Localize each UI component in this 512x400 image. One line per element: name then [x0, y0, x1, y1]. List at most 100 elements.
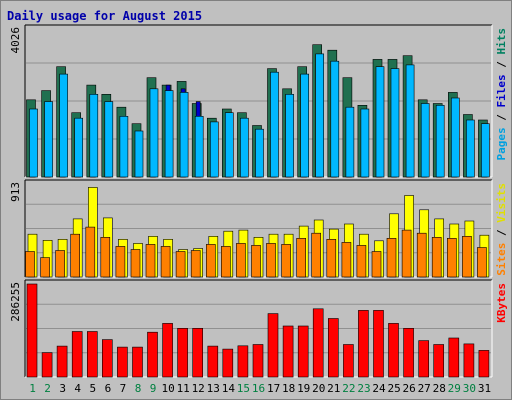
- day-label-12: 12: [192, 382, 205, 395]
- bar-pages-day-16: [255, 128, 264, 178]
- day-label-4: 4: [74, 382, 81, 395]
- panel-visits-sites-max-label: 913: [9, 182, 22, 202]
- bar-sites-day-19: [296, 238, 307, 278]
- bar-pages-day-19: [300, 73, 310, 178]
- bar-pages-day-23: [360, 108, 370, 178]
- legend-label-1: /: [495, 223, 508, 243]
- day-label-17: 17: [267, 382, 280, 395]
- bar-kbytes-day-22: [343, 344, 354, 378]
- legend-label-2: Visits: [495, 183, 508, 223]
- bar-sites-day-10: [160, 246, 171, 278]
- legend-label-1: /: [495, 108, 508, 128]
- bar-pages-day-15: [240, 117, 249, 178]
- legend-label-0: KBytes: [495, 283, 508, 323]
- day-label-13: 13: [207, 382, 220, 395]
- day-label-22: 22: [342, 382, 355, 395]
- bar-pages-day-22: [345, 106, 355, 178]
- bar-pages-day-28: [435, 105, 445, 178]
- bar-kbytes-day-27: [418, 340, 430, 378]
- bar-pages-day-30: [466, 119, 475, 178]
- bar-kbytes-day-8: [132, 346, 143, 378]
- bar-sites-day-2: [40, 257, 50, 278]
- day-label-16: 16: [252, 382, 265, 395]
- day-label-15: 15: [237, 382, 250, 395]
- bar-kbytes-day-21: [327, 318, 339, 378]
- bar-sites-day-27: [416, 232, 427, 278]
- day-label-25: 25: [387, 382, 400, 395]
- bar-kbytes-day-9: [147, 331, 158, 378]
- bar-sites-day-20: [311, 232, 322, 278]
- bar-sites-day-11: [175, 251, 186, 278]
- day-label-14: 14: [222, 382, 236, 395]
- bar-pages-day-13: [210, 121, 219, 178]
- panel-kbytes-legend: KBytes: [495, 283, 508, 323]
- bar-pages-day-2: [44, 101, 53, 178]
- day-label-24: 24: [372, 382, 386, 395]
- bar-pages-day-3: [59, 73, 68, 178]
- day-label-28: 28: [433, 382, 446, 395]
- bar-kbytes-day-3: [56, 345, 68, 378]
- bar-pages-day-29: [450, 97, 460, 178]
- bar-kbytes-day-12: [192, 327, 203, 378]
- panel-hits-files-pages-max-label: 4026: [9, 27, 22, 54]
- day-label-29: 29: [448, 382, 461, 395]
- legend-label-4: Hits: [495, 28, 508, 55]
- bar-kbytes-day-18: [282, 325, 294, 378]
- bar-pages-day-11: [179, 92, 189, 178]
- bar-kbytes-day-19: [297, 325, 309, 378]
- bar-pages-day-20: [315, 53, 325, 178]
- bar-sites-day-16: [251, 245, 261, 278]
- day-label-3: 3: [59, 382, 66, 395]
- bar-kbytes-day-15: [237, 345, 249, 378]
- day-label-9: 9: [150, 382, 157, 395]
- day-label-21: 21: [327, 382, 340, 395]
- bar-pages-day-14: [225, 112, 234, 178]
- day-label-23: 23: [357, 382, 370, 395]
- bar-sites-day-4: [70, 233, 80, 278]
- bar-sites-day-13: [206, 244, 216, 278]
- bar-sites-day-30: [462, 236, 472, 278]
- bar-pages-day-26: [405, 64, 415, 178]
- bar-sites-day-14: [221, 246, 231, 278]
- day-label-26: 26: [402, 382, 415, 395]
- day-label-11: 11: [177, 382, 190, 395]
- bar-pages-day-9: [149, 88, 159, 178]
- bar-pages-day-25: [390, 68, 400, 178]
- bar-pages-day-5: [89, 94, 99, 178]
- bar-pages-day-24: [375, 66, 385, 178]
- day-label-18: 18: [282, 382, 295, 395]
- bar-sites-day-1: [25, 251, 35, 278]
- bar-pages-day-1: [29, 108, 38, 178]
- bar-kbytes-day-17: [267, 313, 279, 378]
- day-label-27: 27: [418, 382, 431, 395]
- bar-sites-day-5: [85, 226, 96, 278]
- bar-sites-day-6: [100, 237, 111, 278]
- day-label-20: 20: [312, 382, 325, 395]
- day-label-8: 8: [135, 382, 142, 395]
- day-label-5: 5: [89, 382, 96, 395]
- bar-pages-day-7: [119, 116, 129, 178]
- legend-label-3: /: [495, 55, 508, 75]
- day-label-1: 1: [29, 382, 36, 395]
- bar-sites-day-24: [371, 251, 382, 278]
- bar-kbytes-day-23: [358, 310, 369, 378]
- bar-pages-day-31: [481, 123, 490, 178]
- bar-pages-day-27: [420, 103, 430, 178]
- bar-kbytes-day-1: [26, 283, 38, 378]
- day-label-31: 31: [478, 382, 491, 395]
- bar-kbytes-day-2: [41, 352, 53, 378]
- bar-kbytes-day-29: [448, 337, 460, 378]
- bar-sites-day-3: [55, 250, 65, 278]
- day-label-2: 2: [44, 382, 51, 395]
- bar-sites-day-26: [401, 229, 412, 278]
- panel-kbytes-max-label: 286255: [9, 282, 22, 322]
- legend-label-0: Sites: [495, 243, 508, 276]
- bar-sites-day-31: [477, 247, 487, 278]
- bar-pages-day-21: [330, 60, 340, 178]
- bar-kbytes-day-31: [478, 350, 490, 378]
- bar-kbytes-day-30: [463, 343, 475, 378]
- bar-kbytes-day-16: [252, 344, 264, 378]
- bar-sites-day-7: [115, 246, 126, 278]
- bar-kbytes-day-4: [71, 331, 83, 378]
- bar-pages-day-17: [270, 71, 279, 178]
